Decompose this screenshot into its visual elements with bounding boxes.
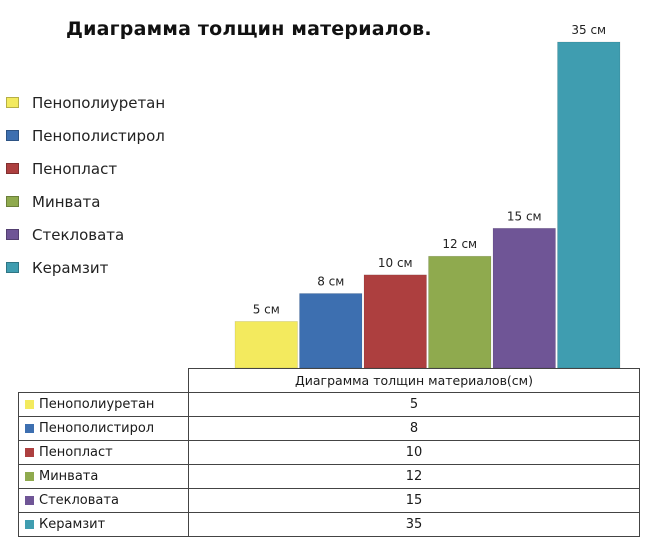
table-category-cell: Минвата [18,464,189,489]
legend-label: Керамзит [32,258,109,277]
bar-data-label: 8 см [317,274,344,288]
legend-label: Пенопласт [32,159,118,178]
bar-data-label: 10 см [378,256,413,270]
table-swatch [25,448,34,457]
legend-item: Минвата [6,185,165,218]
legend-item: Пенопласт [6,152,165,185]
table-swatch [25,424,34,433]
table-value: 5 [188,392,640,417]
legend-swatch [6,196,19,207]
legend-swatch [6,163,19,174]
table-category-cell: Пенопласт [18,440,189,465]
bar-2 [299,293,363,369]
legend-swatch [6,97,19,108]
bar-data-label: 15 см [507,209,542,223]
table-swatch [25,496,34,505]
legend-label: Стекловата [32,225,125,244]
table-row: Пенополистирол 8 [18,416,640,441]
data-table: Диаграмма толщин материалов(см) Пенополи… [18,368,640,537]
table-category: Пенополистирол [39,421,155,436]
bar-data-label: 35 см [571,23,606,37]
table-row: Пенополиуретан 5 [18,392,640,417]
legend-swatch [6,262,19,273]
table-value: 12 [188,464,640,489]
legend-item: Керамзит [6,251,165,284]
table-value: 10 [188,440,640,465]
table-value: 8 [188,416,640,441]
bar-6 [557,41,621,369]
table-category: Керамзит [39,517,106,532]
table-row: Минвата 12 [18,464,640,489]
legend-item: Пенополистирол [6,119,165,152]
legend-swatch [6,130,19,141]
table-category: Пенополиуретан [39,397,155,412]
table-swatch [25,520,34,529]
table-category: Пенопласт [39,445,113,460]
table-category-cell: Керамзит [18,512,189,537]
table-swatch [25,472,34,481]
legend-label: Минвата [32,192,101,211]
table-corner-cell [19,369,189,393]
legend-swatch [6,229,19,240]
table-header-row: Диаграмма толщин материалов(см) [19,368,640,393]
bar-1 [234,321,298,369]
legend-label: Пенополистирол [32,126,165,145]
legend-label: Пенополиуретан [32,93,166,112]
bar-3 [363,274,427,369]
table-value: 15 [188,488,640,513]
table-category-cell: Стекловата [18,488,189,513]
bar-5 [492,227,556,369]
bar-data-label: 5 см [253,302,280,316]
table-category-cell: Пенополиуретан [18,392,189,417]
bar-data-label: 12 см [442,237,477,251]
table-category: Стекловата [39,493,119,508]
bar-4 [428,255,492,369]
table-category: Минвата [39,469,99,484]
table-value: 35 [188,512,640,537]
table-swatch [25,400,34,409]
legend-item: Стекловата [6,218,165,251]
table-row: Стекловата 15 [18,488,640,513]
chart-legend: Пенополиуретан Пенополистирол Пенопласт … [6,86,165,284]
table-category-cell: Пенополистирол [18,416,189,441]
legend-item: Пенополиуретан [6,86,165,119]
table-row: Керамзит 35 [18,512,640,537]
table-header: Диаграмма толщин материалов(см) [188,368,640,393]
table-row: Пенопласт 10 [18,440,640,465]
chart-title: Диаграмма толщин материалов. [66,18,432,40]
